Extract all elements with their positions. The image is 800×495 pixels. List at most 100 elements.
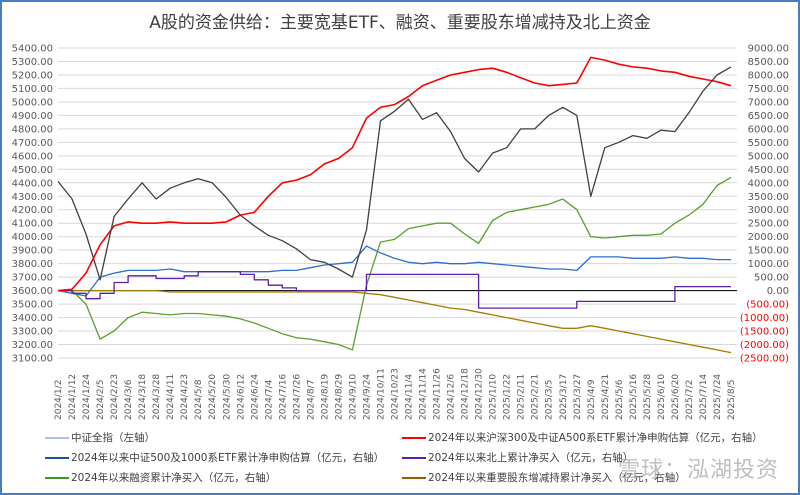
x-tick-label: 2025/6/10 <box>657 374 667 420</box>
legend-item-index: 中证全指（左轴） <box>45 430 155 445</box>
x-tick-label: 2024/12/18 <box>461 368 471 420</box>
x-tick-label: 2024/9/10 <box>348 374 358 420</box>
legend-swatch <box>402 476 426 479</box>
right-tick-label: 2500.00 <box>748 219 789 230</box>
legend-item-northbound: 2024年以来北上累计净买入（亿元，右轴） <box>402 450 633 465</box>
left-tick-label: 3200.00 <box>12 340 53 351</box>
x-tick-label: 2024/4/23 <box>180 374 190 420</box>
left-tick-label: 5000.00 <box>12 97 53 108</box>
series-lines <box>57 56 737 354</box>
legend-label: 2024年以来融资累计净买入（亿元，右轴） <box>71 472 277 484</box>
x-tick-label: 2024/6/24 <box>250 374 260 420</box>
x-tick-label: 2025/3/27 <box>573 374 583 420</box>
legend-item-zz500-1000: 2024年以来中证500及1000系ETF累计净申购估算（亿元，右轴） <box>45 450 384 465</box>
left-tick-label: 3100.00 <box>12 354 53 365</box>
right-tick-label: 9000.00 <box>748 44 789 55</box>
legend-label: 2024年以来中证500及1000系ETF累计净申购估算（亿元，右轴） <box>71 452 385 464</box>
index-line <box>57 66 732 281</box>
x-tick-label: 2025/7/24 <box>713 374 723 420</box>
x-tick-label: 2024/11/14 <box>419 368 429 420</box>
right-tick-label: 4500.00 <box>748 165 789 176</box>
legend-label: 2024年以来北上累计净买入（亿元，右轴） <box>428 452 634 464</box>
right-tick-label: 4000.00 <box>748 178 789 189</box>
x-tick-label: 2025/2/21 <box>531 374 541 420</box>
legend-swatch <box>45 436 69 439</box>
shareholder-line <box>58 289 732 354</box>
right-tick-label: (1000.00) <box>740 313 789 324</box>
left-tick-label: 3700.00 <box>12 273 53 284</box>
legend-swatch <box>402 436 426 439</box>
left-tick-label: 4900.00 <box>12 111 53 122</box>
left-tick-label: 3600.00 <box>12 286 53 297</box>
x-tick-label: 2024/9/24 <box>362 374 372 420</box>
left-tick-label: 4700.00 <box>12 138 53 149</box>
northbound-line <box>58 271 731 309</box>
x-tick-label: 2024/10/23 <box>391 368 401 420</box>
x-tick-label: 2025/8/5 <box>727 380 737 420</box>
x-tick-label: 2025/3/17 <box>559 374 569 420</box>
right-axis-ticks: 9000.00 8500.00 8000.00 7500.00 7000.00 6500.… <box>740 44 789 365</box>
left-tick-label: 4000.00 <box>12 232 53 243</box>
right-tick-label: 500.00 <box>754 273 789 284</box>
x-tick-label: 2024/8/7 <box>306 380 316 420</box>
x-tick-label: 2024/7/16 <box>278 374 288 420</box>
x-tick-label: 2024/4/11 <box>166 374 176 420</box>
x-tick-label: 2024/8/29 <box>334 374 344 420</box>
left-tick-label: 4300.00 <box>12 192 53 203</box>
left-tick-label: 5200.00 <box>12 70 53 81</box>
margin-line <box>58 176 732 351</box>
x-tick-label: 2024/3/18 <box>138 374 148 420</box>
right-tick-label: 6000.00 <box>748 124 789 135</box>
right-tick-label: 1500.00 <box>748 246 789 257</box>
x-tick-label: 2024/11/4 <box>405 374 415 420</box>
x-tick-label: 2024/2/5 <box>96 380 106 420</box>
x-tick-label: 2024/11/26 <box>433 368 443 420</box>
x-tick-label: 2024/6/12 <box>236 374 246 420</box>
x-tick-label: 2025/5/16 <box>629 374 639 420</box>
right-tick-label: 0.00 <box>767 286 789 297</box>
hs300-a500-etf-line <box>57 56 732 292</box>
watermark: 雪球：泓湖投资 <box>618 458 780 483</box>
x-tick-label: 2025/1/10 <box>489 374 499 420</box>
left-tick-label: 3400.00 <box>12 313 53 324</box>
x-tick-label: 2025/3/5 <box>545 380 555 420</box>
right-tick-label: (2000.00) <box>740 340 789 351</box>
right-tick-label: (2500.00) <box>740 354 789 365</box>
left-tick-label: 5400.00 <box>12 44 53 55</box>
right-tick-label: (1500.00) <box>740 327 789 338</box>
legend-item-shareholder: 2024年以来重要股东增减持累计净买入（亿元，右轴） <box>402 470 686 485</box>
left-tick-label: 3300.00 <box>12 327 53 338</box>
legend-item-margin: 2024年以来融资累计净买入（亿元，右轴） <box>45 470 276 485</box>
x-axis-ticks: 2024/1/2 2024/1/12 2024/1/24 2024/2/5 2024/2… <box>54 368 737 420</box>
x-tick-label: 2024/3/6 <box>124 379 134 420</box>
left-tick-label: 4200.00 <box>12 205 53 216</box>
legend-item-hs300-a500: 2024年以来沪深300及中证A500系ETF累计净申购估算（亿元，右轴） <box>402 430 763 445</box>
x-tick-label: 2025/4/21 <box>601 374 611 420</box>
legend-label: 2024年以来沪深300及中证A500系ETF累计净申购估算（亿元，右轴） <box>428 432 763 444</box>
x-tick-label: 2024/3/28 <box>152 374 162 420</box>
right-tick-label: 5000.00 <box>748 151 789 162</box>
left-tick-label: 4100.00 <box>12 219 53 230</box>
legend-swatch <box>402 456 426 459</box>
left-axis-ticks: 5400.00 5300.00 5200.00 5100.00 5000.00 4900.… <box>12 44 53 365</box>
x-tick-label: 2025/2/11 <box>517 374 527 420</box>
right-tick-label: 1000.00 <box>748 259 789 270</box>
left-tick-label: 5300.00 <box>12 57 53 68</box>
legend-swatch <box>45 476 69 479</box>
right-tick-label: 3000.00 <box>748 205 789 216</box>
x-tick-label: 2025/1/22 <box>503 374 513 420</box>
x-tick-label: 2025/7/2 <box>685 380 695 420</box>
right-tick-label: (500.00) <box>746 300 789 311</box>
x-tick-label: 2024/1/24 <box>82 374 92 420</box>
x-tick-label: 2024/8/19 <box>320 374 330 420</box>
right-tick-label: 8500.00 <box>748 57 789 68</box>
left-tick-label: 3800.00 <box>12 259 53 270</box>
left-tick-label: 3500.00 <box>12 300 53 311</box>
left-tick-label: 4400.00 <box>12 178 53 189</box>
legend-label: 2024年以来重要股东增减持累计净买入（亿元，右轴） <box>428 472 686 484</box>
right-tick-label: 6500.00 <box>748 111 789 122</box>
left-tick-label: 5100.00 <box>12 84 53 95</box>
right-tick-label: 3500.00 <box>748 192 789 203</box>
